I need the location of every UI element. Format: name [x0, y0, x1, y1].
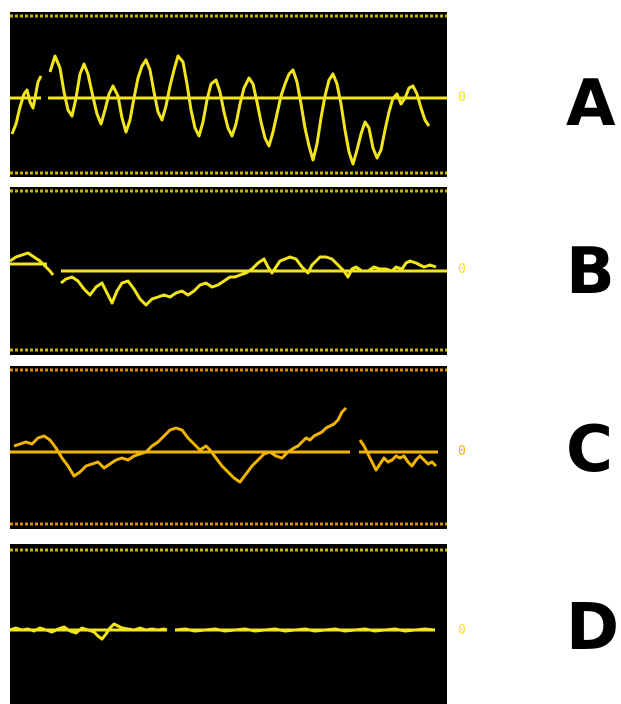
trace-segment-2	[61, 257, 436, 305]
zero-label-c: 0	[458, 445, 466, 459]
zero-label-a: 0	[458, 91, 466, 105]
waveform-b	[10, 187, 447, 355]
zero-label-b: 0	[458, 263, 466, 277]
panel-letter-c: C	[566, 418, 613, 482]
trace-segment-2	[360, 440, 436, 470]
panel-letter-b: B	[566, 240, 615, 304]
waveform-panel-b	[10, 187, 447, 355]
zero-label-d: 0	[458, 624, 466, 638]
trace-segment-1	[12, 76, 41, 134]
waveform-c	[10, 366, 447, 529]
waveform-panel-c	[10, 366, 447, 529]
trace-segment-1	[14, 408, 346, 482]
panel-letter-a: A	[566, 72, 616, 136]
waveform-d	[10, 544, 447, 704]
waveform-panel-a	[10, 12, 447, 177]
trace-segment-2	[50, 56, 429, 164]
waveform-panel-d	[10, 544, 447, 704]
waveform-a	[10, 12, 447, 177]
panel-letter-d: D	[566, 596, 619, 660]
